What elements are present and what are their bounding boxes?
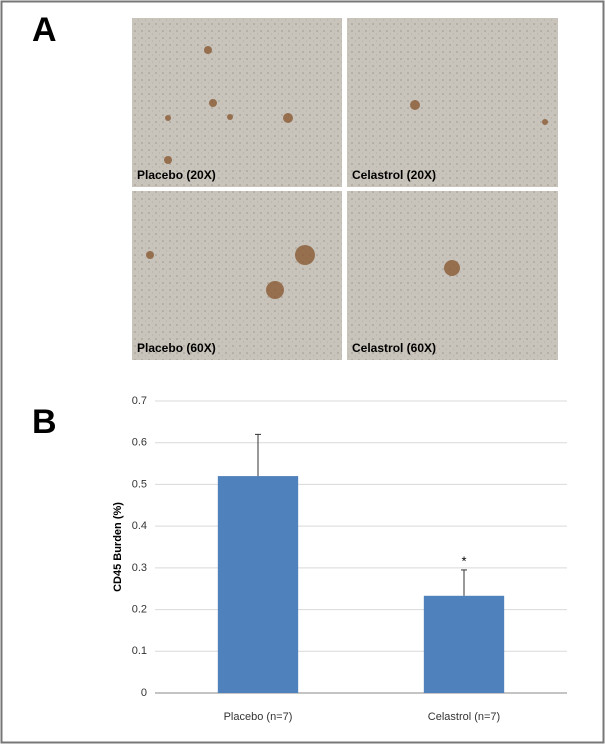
y-tick-label: 0 [141,687,147,699]
y-tick-label: 0.7 [132,395,147,407]
significance-mark: * [461,553,466,568]
x-tick-label: Placebo (n=7) [224,711,293,723]
y-tick-label: 0.6 [132,437,147,449]
panel-label: B [32,403,57,441]
panel-label: A [32,11,57,49]
stain-spots [146,46,548,299]
image-label: Celastrol (60X) [352,341,436,355]
y-tick-label: 0.1 [132,645,147,657]
micrograph [347,18,558,187]
x-tick-label: Celastrol (n=7) [428,711,500,723]
y-tick-label: 0.2 [132,603,147,615]
micrograph [132,18,342,187]
micrograph [132,191,342,360]
image-label: Placebo (20X) [137,168,216,182]
y-axis-title: CD45 Burden (%) [112,502,124,592]
y-tick-label: 0.3 [132,562,147,574]
bar [423,595,505,693]
y-tick-label: 0.4 [132,520,147,532]
error-bar [461,569,467,596]
image-label: Placebo (60X) [137,341,216,355]
error-bar [255,433,261,477]
micrographs: Placebo (20X) Celastrol (20X) Placebo (6… [132,18,558,360]
y-tick-label: 0.5 [132,478,147,490]
bar [217,476,299,693]
image-label: Celastrol (20X) [352,168,436,182]
